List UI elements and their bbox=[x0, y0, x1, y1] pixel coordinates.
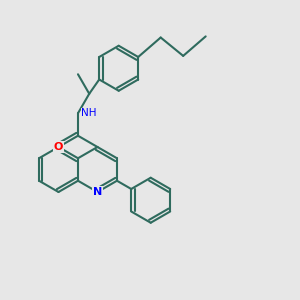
Text: N: N bbox=[93, 187, 102, 197]
Text: NH: NH bbox=[81, 108, 97, 118]
Text: O: O bbox=[54, 142, 63, 152]
